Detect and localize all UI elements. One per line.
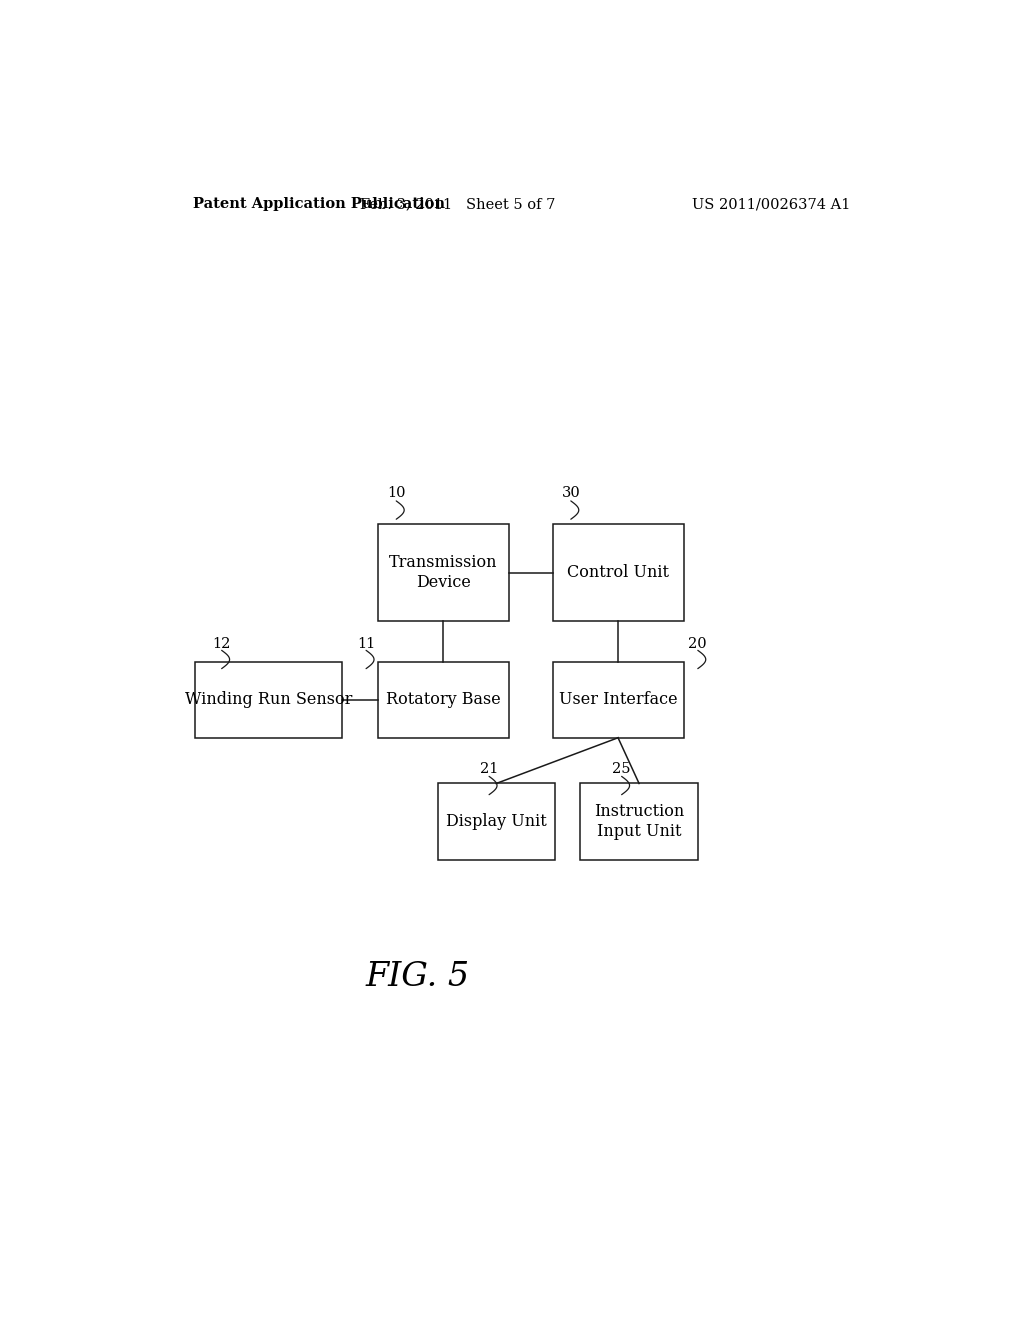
Bar	[378, 524, 509, 620]
Text: 12: 12	[212, 636, 230, 651]
Bar	[378, 661, 509, 738]
Bar	[553, 661, 684, 738]
Bar	[437, 784, 555, 859]
Text: Rotatory Base: Rotatory Base	[386, 692, 501, 708]
Bar	[553, 524, 684, 620]
Text: Control Unit: Control Unit	[567, 564, 669, 581]
Text: Transmission
Device: Transmission Device	[389, 554, 498, 591]
Text: 25: 25	[612, 763, 631, 776]
Bar	[581, 784, 697, 859]
Text: 20: 20	[688, 636, 708, 651]
Text: 11: 11	[357, 636, 375, 651]
Text: Patent Application Publication: Patent Application Publication	[194, 197, 445, 211]
Text: User Interface: User Interface	[559, 692, 677, 708]
Text: FIG. 5: FIG. 5	[366, 961, 470, 993]
Bar	[196, 661, 342, 738]
Text: Feb. 3, 2011   Sheet 5 of 7: Feb. 3, 2011 Sheet 5 of 7	[359, 197, 555, 211]
Text: 30: 30	[561, 486, 581, 500]
Text: 10: 10	[387, 486, 406, 500]
Text: Instruction
Input Unit: Instruction Input Unit	[594, 804, 684, 840]
Text: Display Unit: Display Unit	[445, 813, 547, 830]
Text: 21: 21	[480, 763, 499, 776]
Text: US 2011/0026374 A1: US 2011/0026374 A1	[691, 197, 850, 211]
Text: Winding Run Sensor: Winding Run Sensor	[185, 692, 352, 708]
